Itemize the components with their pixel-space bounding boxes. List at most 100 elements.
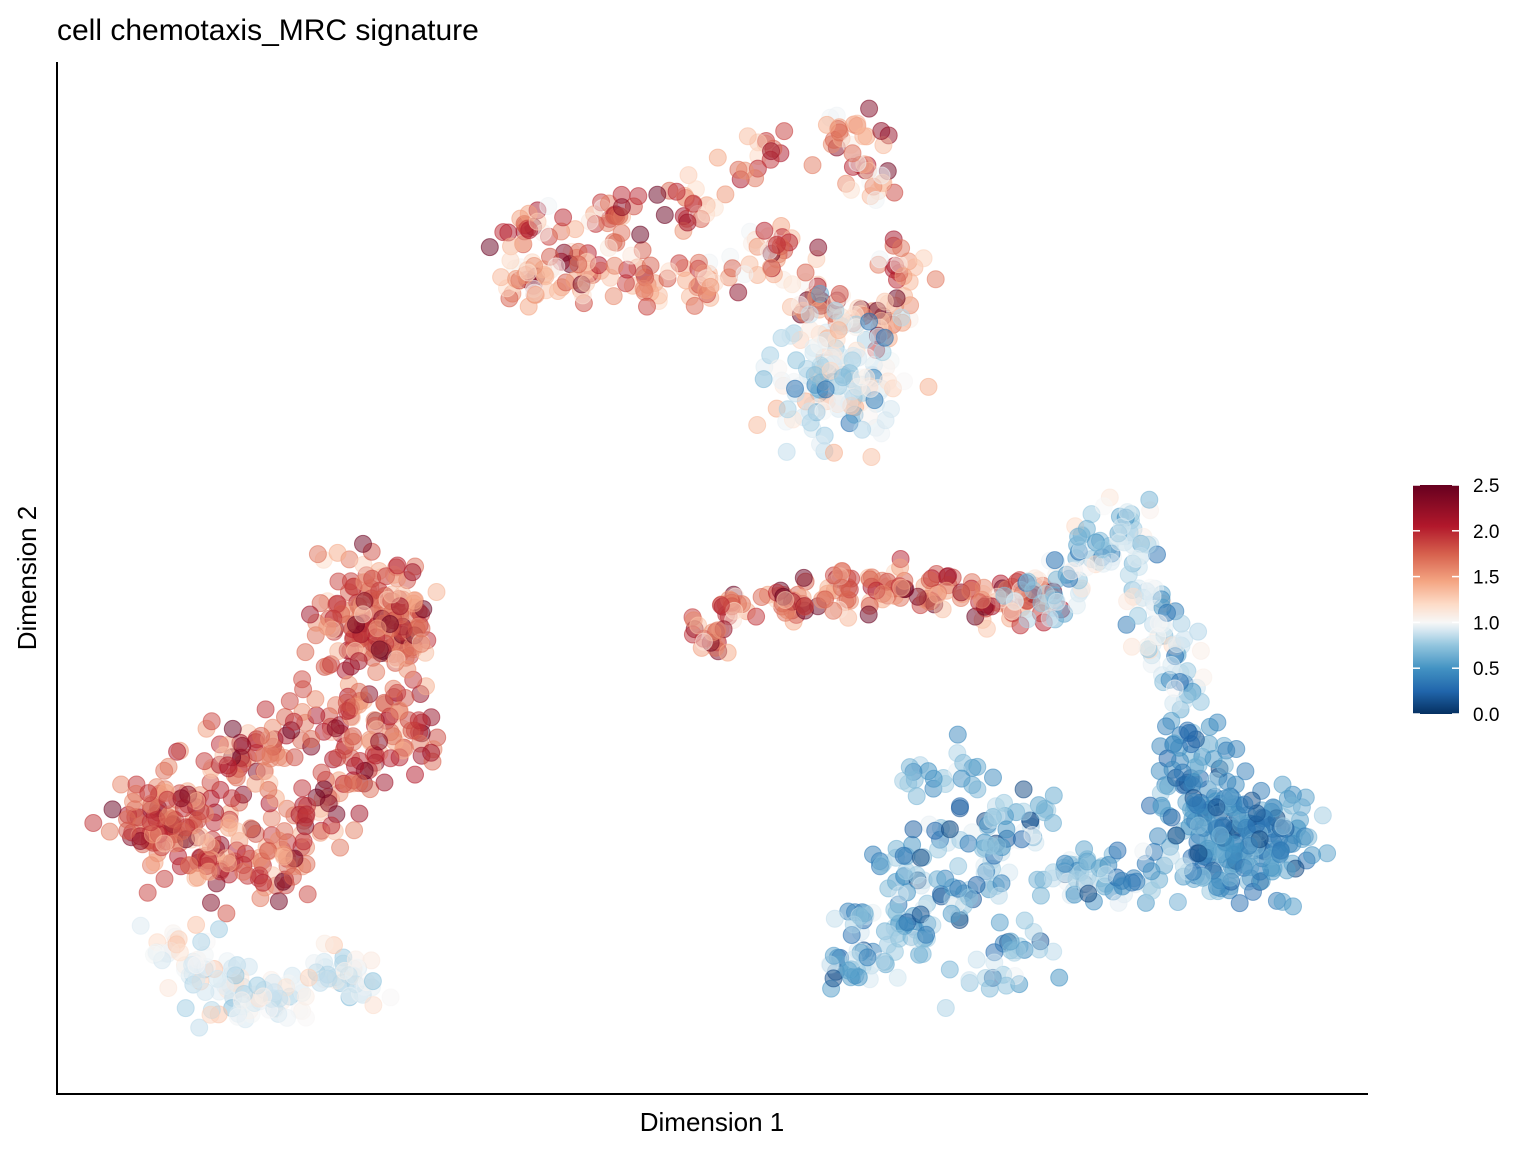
data-point xyxy=(170,943,189,962)
data-point xyxy=(800,305,819,324)
data-point xyxy=(196,983,215,1001)
data-point xyxy=(826,301,845,320)
data-point xyxy=(1161,847,1180,866)
data-point xyxy=(1173,763,1192,782)
data-point xyxy=(344,727,362,746)
data-point xyxy=(406,765,424,784)
data-point xyxy=(1096,865,1115,884)
data-point xyxy=(787,351,806,370)
data-point xyxy=(338,775,357,794)
data-point xyxy=(1164,694,1183,713)
data-point xyxy=(252,726,271,745)
data-point xyxy=(278,1008,297,1027)
data-point xyxy=(172,822,191,841)
color-legend-ticks: 0.0 0.5 1.0 1.5 2.0 2.5 xyxy=(1413,476,1499,726)
data-point xyxy=(364,996,383,1015)
data-point xyxy=(1274,817,1293,836)
data-point xyxy=(814,402,833,421)
chart-title: cell chemotaxis_MRC signature xyxy=(57,14,479,47)
data-point xyxy=(972,590,991,609)
data-point xyxy=(928,870,947,889)
legend-tick-label: 1.0 xyxy=(1473,613,1499,634)
data-point xyxy=(337,693,356,712)
data-point xyxy=(761,346,780,365)
data-point xyxy=(1023,826,1042,844)
data-point xyxy=(872,856,891,875)
data-point xyxy=(1284,897,1302,916)
data-point xyxy=(1225,835,1243,854)
data-point xyxy=(318,617,337,636)
data-point xyxy=(948,725,967,744)
data-point xyxy=(382,585,401,604)
data-point xyxy=(1168,893,1187,911)
data-point xyxy=(997,820,1016,839)
data-point xyxy=(810,336,829,355)
data-point xyxy=(1040,609,1059,628)
data-point xyxy=(769,359,788,378)
data-point xyxy=(1204,750,1223,768)
data-point xyxy=(1056,854,1074,873)
data-point xyxy=(1078,867,1097,886)
data-point xyxy=(1037,584,1056,603)
data-point xyxy=(904,820,923,839)
data-point xyxy=(894,846,913,865)
scatter-points xyxy=(84,99,1337,1037)
data-point xyxy=(604,287,623,306)
data-point xyxy=(708,148,727,167)
data-point xyxy=(381,988,400,1007)
data-point xyxy=(1134,842,1153,861)
data-point xyxy=(368,619,387,638)
data-point xyxy=(222,789,241,808)
data-point xyxy=(924,769,943,788)
data-point xyxy=(341,986,359,1005)
data-point xyxy=(1030,940,1049,959)
data-point xyxy=(554,208,573,227)
data-point xyxy=(866,191,885,209)
data-point xyxy=(1157,717,1175,736)
data-point xyxy=(735,265,754,284)
data-point xyxy=(648,185,667,204)
data-point xyxy=(519,263,537,282)
data-point xyxy=(622,246,641,265)
data-point xyxy=(219,854,237,873)
legend-tick-label: 0.0 xyxy=(1473,705,1499,726)
data-point xyxy=(1077,558,1096,577)
data-point xyxy=(346,756,364,775)
data-point xyxy=(494,223,513,242)
data-point xyxy=(328,748,347,767)
data-point xyxy=(729,283,748,302)
color-legend: 0.0 0.5 1.0 1.5 2.0 2.5 xyxy=(1413,476,1499,726)
data-point xyxy=(1280,835,1299,854)
data-point xyxy=(422,743,441,762)
data-point xyxy=(217,904,236,923)
data-point xyxy=(103,800,122,819)
data-point xyxy=(685,296,704,315)
data-point xyxy=(390,701,409,720)
data-point xyxy=(1143,587,1162,606)
data-point xyxy=(296,987,315,1006)
data-point xyxy=(1273,775,1292,794)
data-point xyxy=(1067,596,1086,615)
data-point xyxy=(817,115,836,134)
data-point xyxy=(1180,724,1198,742)
data-point xyxy=(605,256,624,275)
data-point xyxy=(951,797,969,816)
data-point xyxy=(326,719,345,738)
data-point xyxy=(145,853,164,872)
data-point xyxy=(254,873,272,892)
data-point xyxy=(977,619,996,638)
data-point xyxy=(344,966,363,985)
data-point xyxy=(202,712,221,731)
data-point xyxy=(1069,527,1088,546)
data-point xyxy=(908,587,927,606)
data-point xyxy=(875,328,894,347)
data-point xyxy=(634,279,653,298)
data-point xyxy=(968,780,987,799)
data-point xyxy=(679,166,698,185)
data-point xyxy=(1108,841,1127,860)
data-point xyxy=(409,711,428,730)
data-point xyxy=(1174,857,1193,876)
data-point xyxy=(176,999,195,1018)
data-point xyxy=(828,394,847,413)
data-point xyxy=(118,821,137,840)
